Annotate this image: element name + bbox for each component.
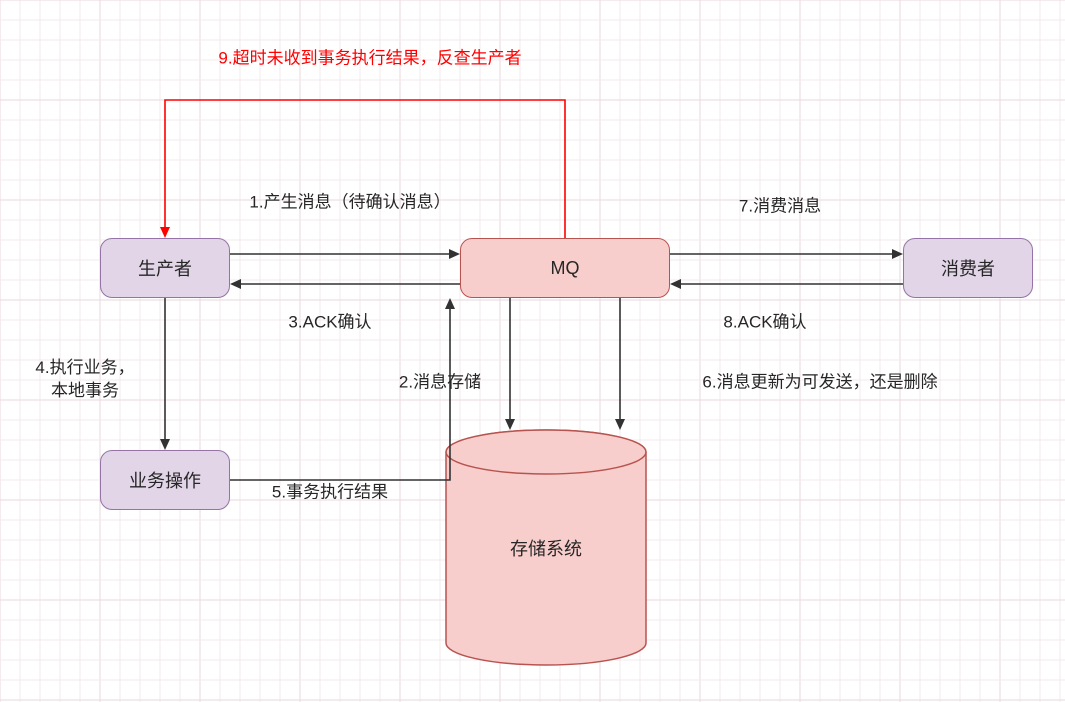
node-producer-label: 生产者 — [138, 255, 192, 281]
edge-label-3: 3.ACK确认 — [288, 308, 371, 333]
node-mq-label: MQ — [551, 258, 580, 279]
edge-label-7: 7.消费消息 — [739, 192, 821, 217]
edge-label-5: 5.事务执行结果 — [272, 478, 388, 503]
node-operation: 业务操作 — [100, 450, 230, 510]
edge-label-8: 8.ACK确认 — [723, 308, 806, 333]
edge-label-2: 2.消息存储 — [399, 368, 481, 393]
node-producer: 生产者 — [100, 238, 230, 298]
edge-label-6: 6.消息更新为可发送，还是删除 — [702, 368, 937, 393]
node-operation-label: 业务操作 — [129, 467, 201, 493]
node-consumer-label: 消费者 — [941, 255, 995, 281]
diagram-canvas: 生产者 MQ 消费者 业务操作 存储系统 1.产生消息（待确认消息） 3.ACK… — [0, 0, 1065, 702]
edge-label-1: 1.产生消息（待确认消息） — [249, 188, 450, 213]
edges-layer — [0, 0, 1065, 702]
edge-label-4: 4.执行业务，本地事务 — [35, 357, 134, 403]
node-consumer: 消费者 — [903, 238, 1033, 298]
edge-label-9: 9.超时未收到事务执行结果，反查生产者 — [218, 44, 521, 69]
node-mq: MQ — [460, 238, 670, 298]
